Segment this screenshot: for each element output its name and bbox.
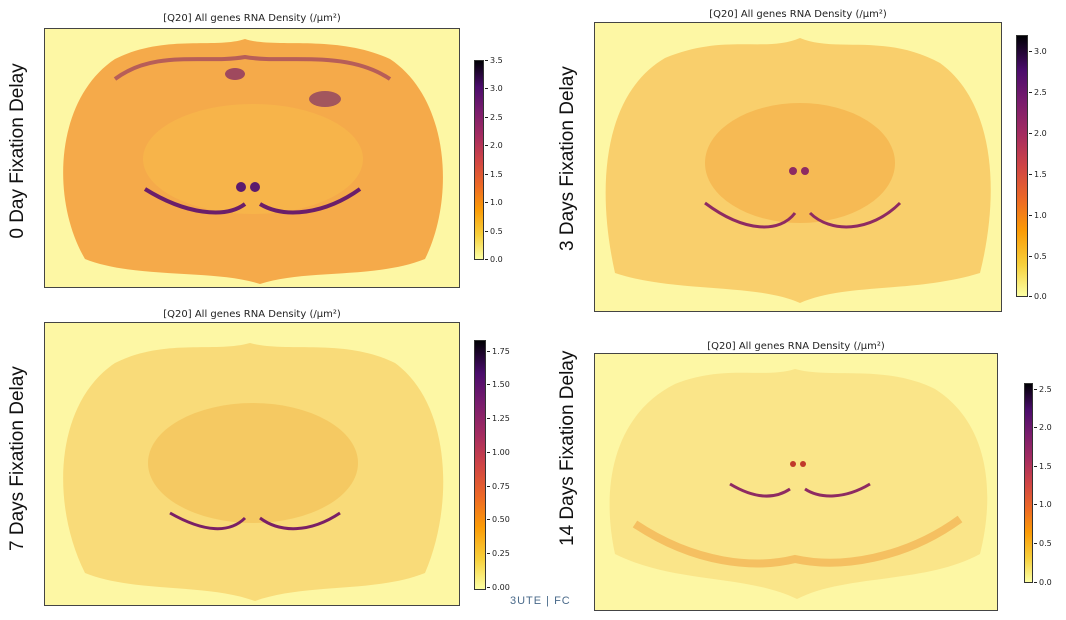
nucleus-spot [800,461,806,467]
nucleus-spot [236,182,246,192]
colorbar-gradient [1016,35,1028,297]
colorbar-gradient [1024,383,1033,583]
dense-patch [309,91,341,107]
colorbar-tick: 3.0 [490,85,503,93]
side-label-3-days: 3 Days Fixation Delay [557,71,579,251]
colorbar-tick: 0.0 [490,256,503,264]
colorbar-tick: 0.0 [1039,579,1052,587]
side-label-0-day: 0 Day Fixation Delay [7,61,29,241]
colorbar-tick: 0.25 [492,550,510,558]
heatmap-7-days [44,322,460,606]
colorbar-gradient [474,60,484,260]
midbrain [143,104,363,214]
colorbar-tick: 1.5 [490,171,503,179]
colorbar-tick: 0.50 [492,516,510,524]
colorbar-14-days: 2.5 2.0 1.5 1.0 0.5 0.0 [1024,383,1064,583]
colorbar-tick: 1.0 [1039,501,1052,509]
colorbar-0-day: 3.5 3.0 2.5 2.0 1.5 1.0 0.5 0.0 [474,60,524,260]
side-label-7-days: 7 Days Fixation Delay [7,371,29,551]
nucleus-spot [790,461,796,467]
colorbar-tick: 3.0 [1034,48,1047,56]
colorbar-tick: 3.5 [490,57,503,65]
heatmap-0-day [44,28,460,288]
colorbar-tick: 1.5 [1039,463,1052,471]
nucleus-spot [250,182,260,192]
tissue-section-14-days [595,354,998,611]
footer-text: 3UTE | FC [510,595,571,607]
tissue-section-7-days [45,323,460,606]
colorbar-gradient [474,340,486,590]
colorbar-3-days: 3.0 2.5 2.0 1.5 1.0 0.5 0.0 [1016,35,1064,297]
tissue-outline [610,369,988,599]
colorbar-tick: 1.25 [492,415,510,423]
panel-title-7-days: [Q20] All genes RNA Density (/µm²) [44,309,460,320]
colorbar-tick: 0.5 [1039,540,1052,548]
colorbar-tick: 0.0 [1034,293,1047,301]
colorbar-tick: 1.0 [1034,212,1047,220]
dense-patch [225,68,245,80]
colorbar-tick: 0.5 [1034,253,1047,261]
tissue-section-3-days [595,23,1002,312]
panel-title-14-days: [Q20] All genes RNA Density (/µm²) [594,341,998,352]
colorbar-tick: 1.0 [490,199,503,207]
heatmap-3-days [594,22,1002,312]
colorbar-tick: 0.00 [492,584,510,592]
colorbar-tick: 0.75 [492,483,510,491]
panel-title-3-days: [Q20] All genes RNA Density (/µm²) [594,9,1002,20]
colorbar-tick: 2.0 [490,142,503,150]
colorbar-tick: 2.0 [1039,424,1052,432]
panel-title-0-day: [Q20] All genes RNA Density (/µm²) [44,13,460,24]
tissue-section-0-day [45,29,460,288]
midbrain [148,403,358,523]
colorbar-tick: 2.5 [1039,386,1052,394]
midbrain [705,103,895,223]
colorbar-tick: 1.00 [492,449,510,457]
colorbar-tick: 2.0 [1034,130,1047,138]
colorbar-tick: 1.75 [492,348,510,356]
colorbar-tick: 1.50 [492,381,510,389]
nucleus-spot [789,167,797,175]
colorbar-7-days: 1.75 1.50 1.25 1.00 0.75 0.50 0.25 0.00 [474,340,528,590]
colorbar-tick: 1.5 [1034,171,1047,179]
colorbar-tick: 0.5 [490,228,503,236]
nucleus-spot [801,167,809,175]
colorbar-tick: 2.5 [1034,89,1047,97]
side-label-14-days: 14 Days Fixation Delay [557,366,579,546]
heatmap-14-days [594,353,998,611]
colorbar-tick: 2.5 [490,114,503,122]
